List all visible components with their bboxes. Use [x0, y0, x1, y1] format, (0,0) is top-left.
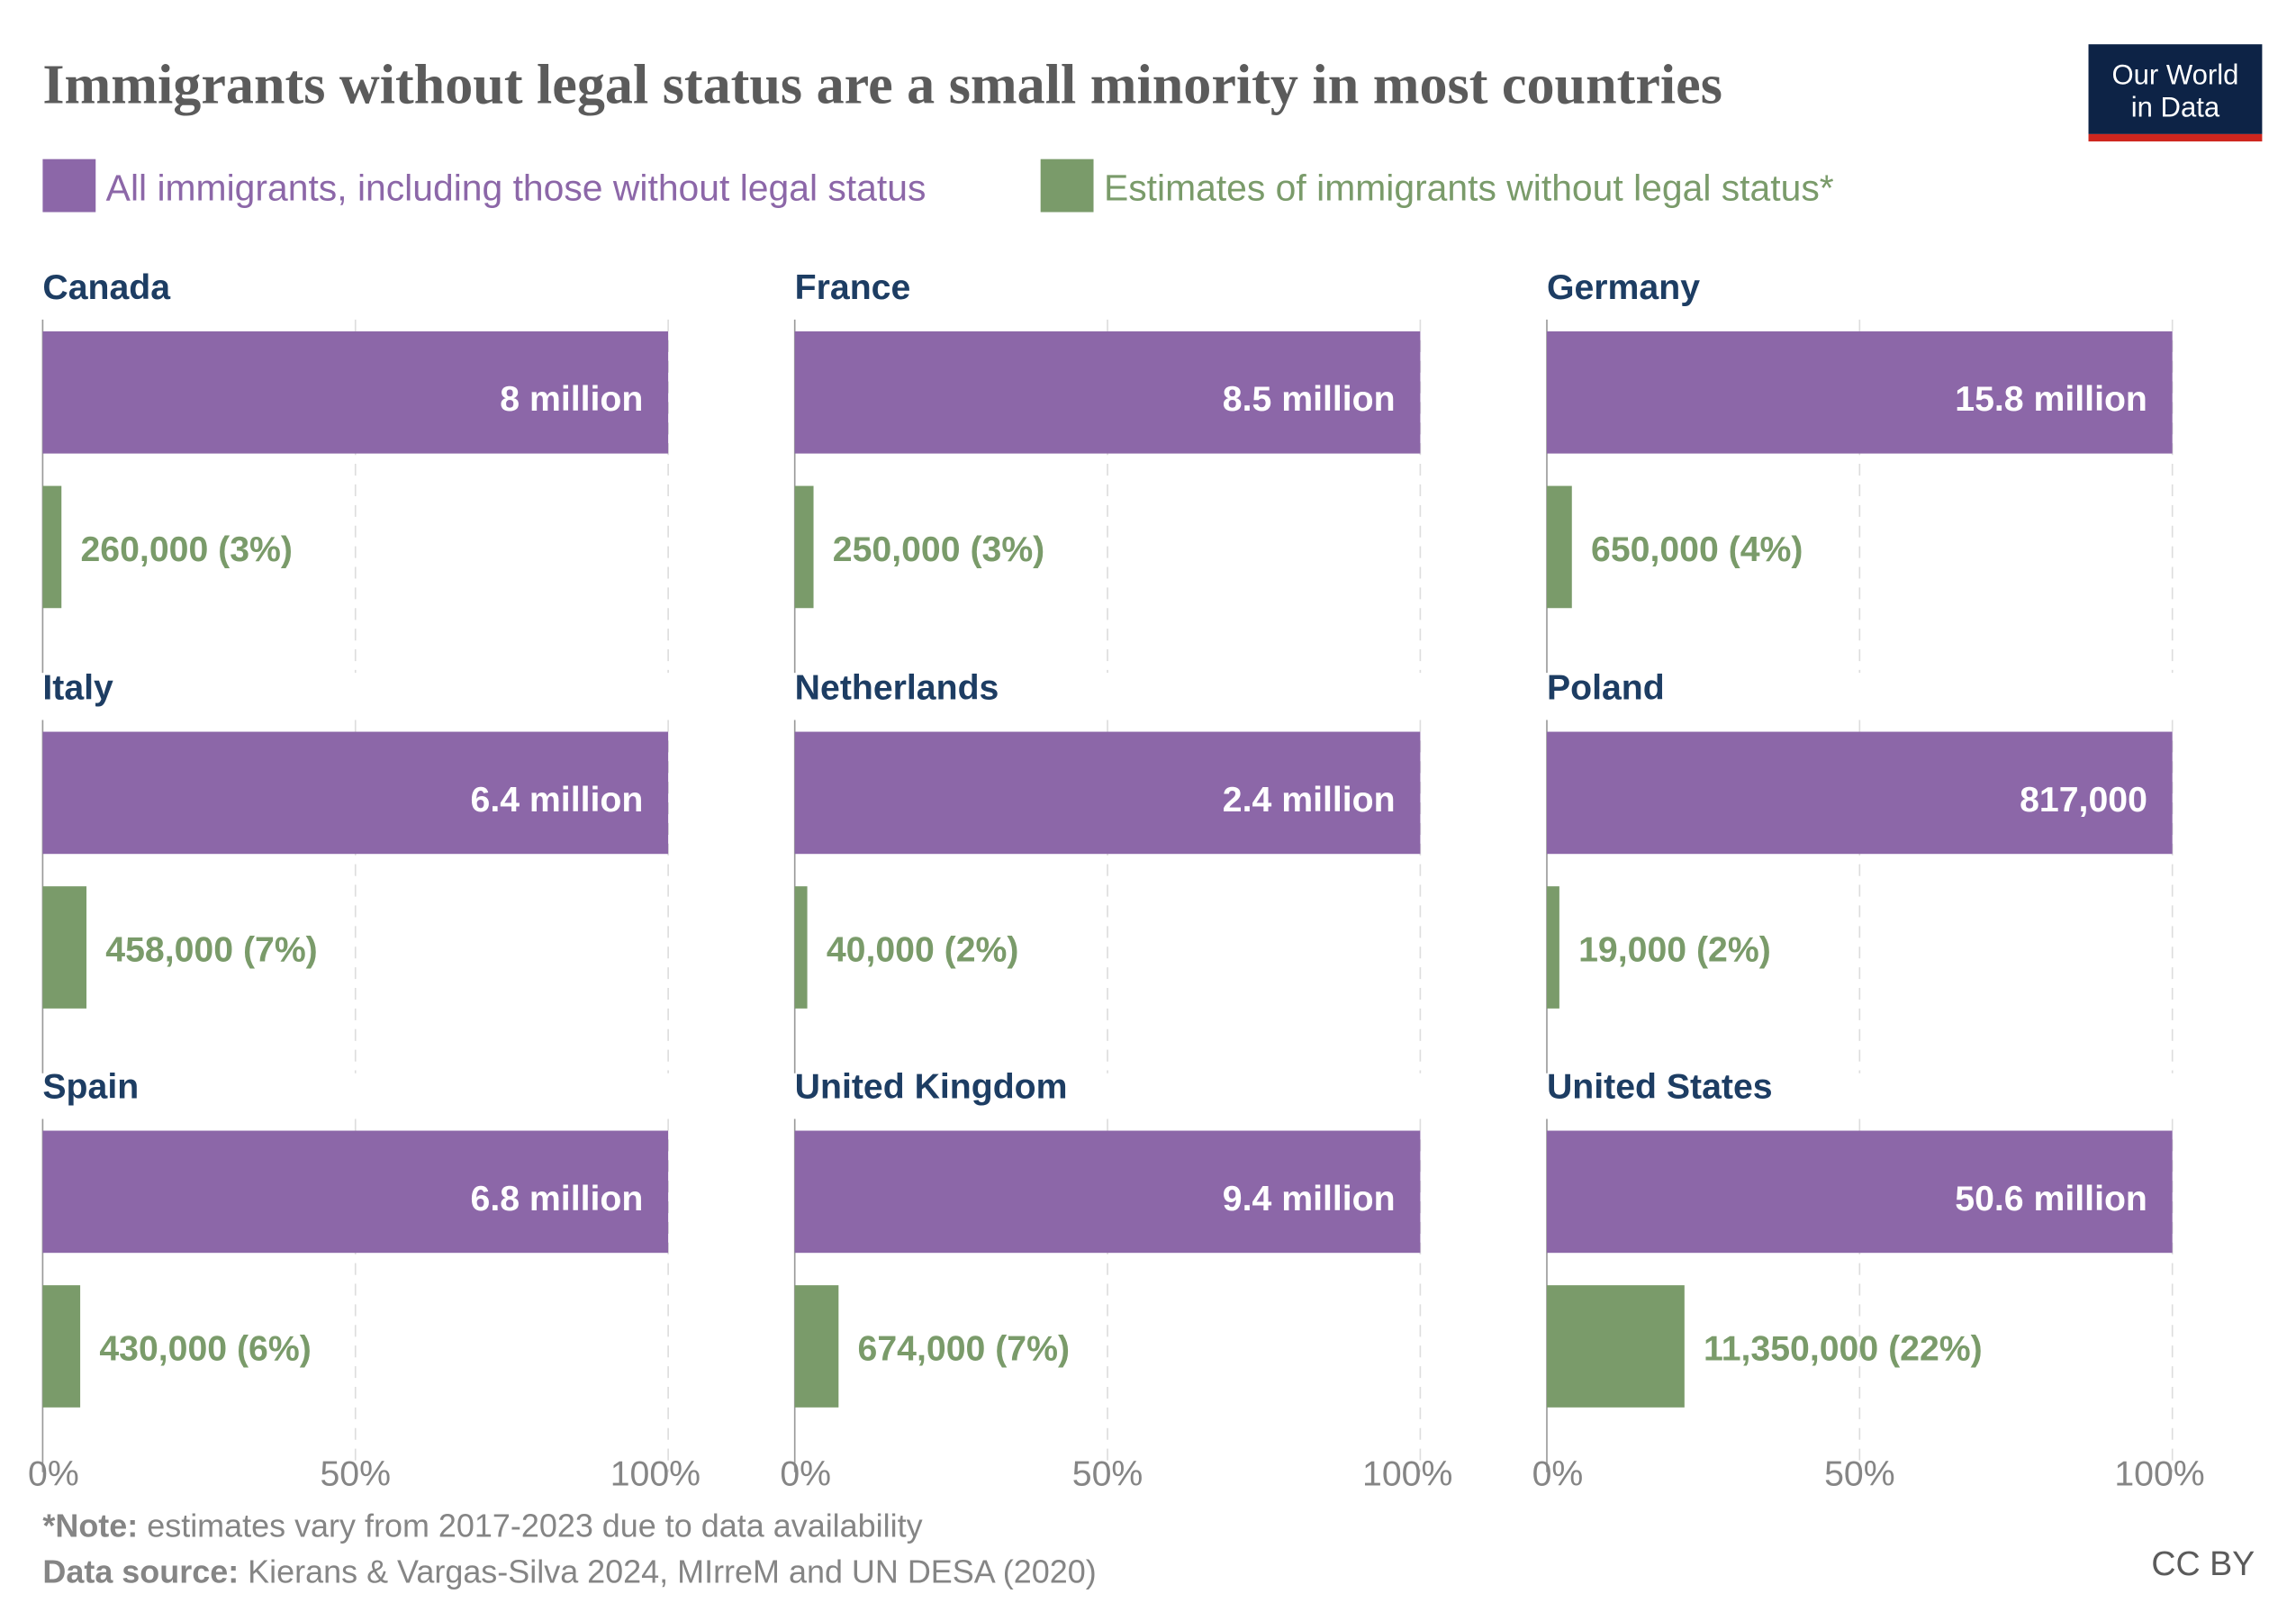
- license-link[interactable]: CC BY: [2151, 1544, 2255, 1582]
- bar-undocumented: [1546, 485, 1572, 609]
- panel-netherlands: Netherlands 2.4 million 40,000 (2%): [793, 668, 1422, 1073]
- country-label: United States: [1547, 1067, 1773, 1107]
- bar-undocumented-label: 458,000 (7%): [105, 930, 317, 970]
- bar-undocumented: [1546, 886, 1559, 1009]
- bar-all-label: 50.6 million: [1955, 1179, 2147, 1218]
- bar-all-label: 6.8 million: [471, 1179, 644, 1218]
- logo-line1: Our World: [2112, 59, 2239, 90]
- note-prefix: *Note:: [42, 1508, 138, 1544]
- panel-germany: Germany 15.8 million 650,000 (4%): [1546, 267, 2174, 674]
- x-tick-label: 0%: [1532, 1453, 1584, 1493]
- footer: *Note: estimates vary from 2017-2023 due…: [42, 1508, 2255, 1590]
- country-label: Germany: [1547, 267, 1700, 307]
- legend-label-all: All immigrants, including those without …: [106, 167, 927, 208]
- bar-undocumented-label: 674,000 (7%): [858, 1329, 1070, 1369]
- bar-undocumented-label: 650,000 (4%): [1591, 530, 1803, 569]
- bar-undocumented-label: 19,000 (2%): [1578, 930, 1771, 970]
- bar-all-label: 15.8 million: [1955, 379, 2147, 419]
- bar-all-label: 2.4 million: [1223, 780, 1396, 820]
- bar-all-label: 9.4 million: [1223, 1179, 1396, 1218]
- source-prefix: Data source:: [42, 1553, 239, 1589]
- logo-background: [2088, 44, 2263, 134]
- bar-undocumented-label: 430,000 (6%): [99, 1329, 311, 1369]
- bar-all-label: 6.4 million: [471, 780, 644, 820]
- country-label: Spain: [42, 1067, 139, 1107]
- owid-logo[interactable]: Our World in Data: [2088, 44, 2263, 142]
- panel-italy: Italy 6.4 million 458,000 (7%): [41, 668, 669, 1073]
- logo-accent: [2088, 133, 2263, 142]
- bar-undocumented: [794, 886, 808, 1009]
- panel-united-states: United States 50.6 million 11,350,000 (22%…: [1532, 1067, 2205, 1494]
- legend-swatch-all: [42, 158, 96, 213]
- bar-all-label: 817,000: [2020, 780, 2147, 820]
- x-tick-label: 50%: [1824, 1453, 1895, 1493]
- panel-canada: Canada 8 million 260,000 (3%): [41, 267, 669, 674]
- bar-all-immigrants: [1546, 731, 2173, 855]
- country-label: Poland: [1547, 668, 1665, 708]
- bar-undocumented: [794, 1285, 839, 1408]
- panel-united-kingdom: United Kingdom 9.4 million 674,000 (7%) 0% 5…: [780, 1067, 1452, 1494]
- x-tick-label: 0%: [780, 1453, 831, 1493]
- source-text: Kierans & Vargas-Silva 2024, MIrreM and …: [239, 1553, 1097, 1589]
- bar-undocumented: [42, 886, 87, 1009]
- footer-source: Data source: Kierans & Vargas-Silva 2024…: [42, 1553, 1096, 1589]
- country-label: France: [795, 267, 911, 307]
- bar-all-label: 8.5 million: [1223, 379, 1396, 419]
- x-tick-label: 100%: [2114, 1453, 2204, 1493]
- bar-undocumented: [794, 485, 814, 609]
- note-text: estimates vary from 2017-2023 due to dat…: [138, 1508, 922, 1544]
- x-tick-label: 100%: [1362, 1453, 1452, 1493]
- panel-france: France 8.5 million 250,000 (3%): [793, 267, 1422, 674]
- chart-title: Immigrants without legal status are a sm…: [42, 55, 1722, 116]
- panels: Canada 8 million 260,000 (3%) France 8.5 mil…: [28, 267, 2205, 1494]
- legend-swatch-undoc: [1040, 158, 1094, 213]
- country-label: Canada: [42, 267, 171, 307]
- panel-poland: Poland 817,000 19,000 (2%): [1546, 668, 2174, 1073]
- bar-all-immigrants: [1546, 1130, 2173, 1254]
- bar-undocumented-label: 40,000 (2%): [827, 930, 1019, 970]
- country-label: Netherlands: [795, 668, 999, 708]
- bar-all-label: 8 million: [500, 379, 643, 419]
- bar-undocumented: [42, 1285, 81, 1408]
- country-label: United Kingdom: [795, 1067, 1068, 1107]
- legend-label-undoc: Estimates of immigrants without legal st…: [1104, 167, 1834, 208]
- bar-all-immigrants: [1546, 331, 2173, 454]
- logo-line2: in Data: [2131, 91, 2220, 122]
- footer-note: *Note: estimates vary from 2017-2023 due…: [42, 1508, 922, 1544]
- bar-all-immigrants: [42, 731, 669, 855]
- bar-all-immigrants: [794, 1130, 1421, 1254]
- bar-all-immigrants: [42, 1130, 669, 1254]
- bar-all-immigrants: [794, 331, 1421, 454]
- bar-undocumented-label: 11,350,000 (22%): [1704, 1329, 1983, 1369]
- x-tick-label: 50%: [321, 1453, 392, 1493]
- x-tick-label: 0%: [28, 1453, 79, 1493]
- panel-spain: Spain 6.8 million 430,000 (6%) 0% 50% 100%: [28, 1067, 701, 1494]
- bar-undocumented-label: 260,000 (3%): [80, 530, 292, 569]
- bar-all-immigrants: [794, 731, 1421, 855]
- x-tick-label: 50%: [1072, 1453, 1143, 1493]
- bar-undocumented: [42, 485, 62, 609]
- legend: All immigrants, including those without …: [42, 158, 1834, 213]
- x-tick-label: 100%: [610, 1453, 701, 1493]
- bar-undocumented-label: 250,000 (3%): [833, 530, 1044, 569]
- bar-all-immigrants: [42, 331, 669, 454]
- bar-undocumented: [1546, 1285, 1685, 1408]
- country-label: Italy: [42, 668, 113, 708]
